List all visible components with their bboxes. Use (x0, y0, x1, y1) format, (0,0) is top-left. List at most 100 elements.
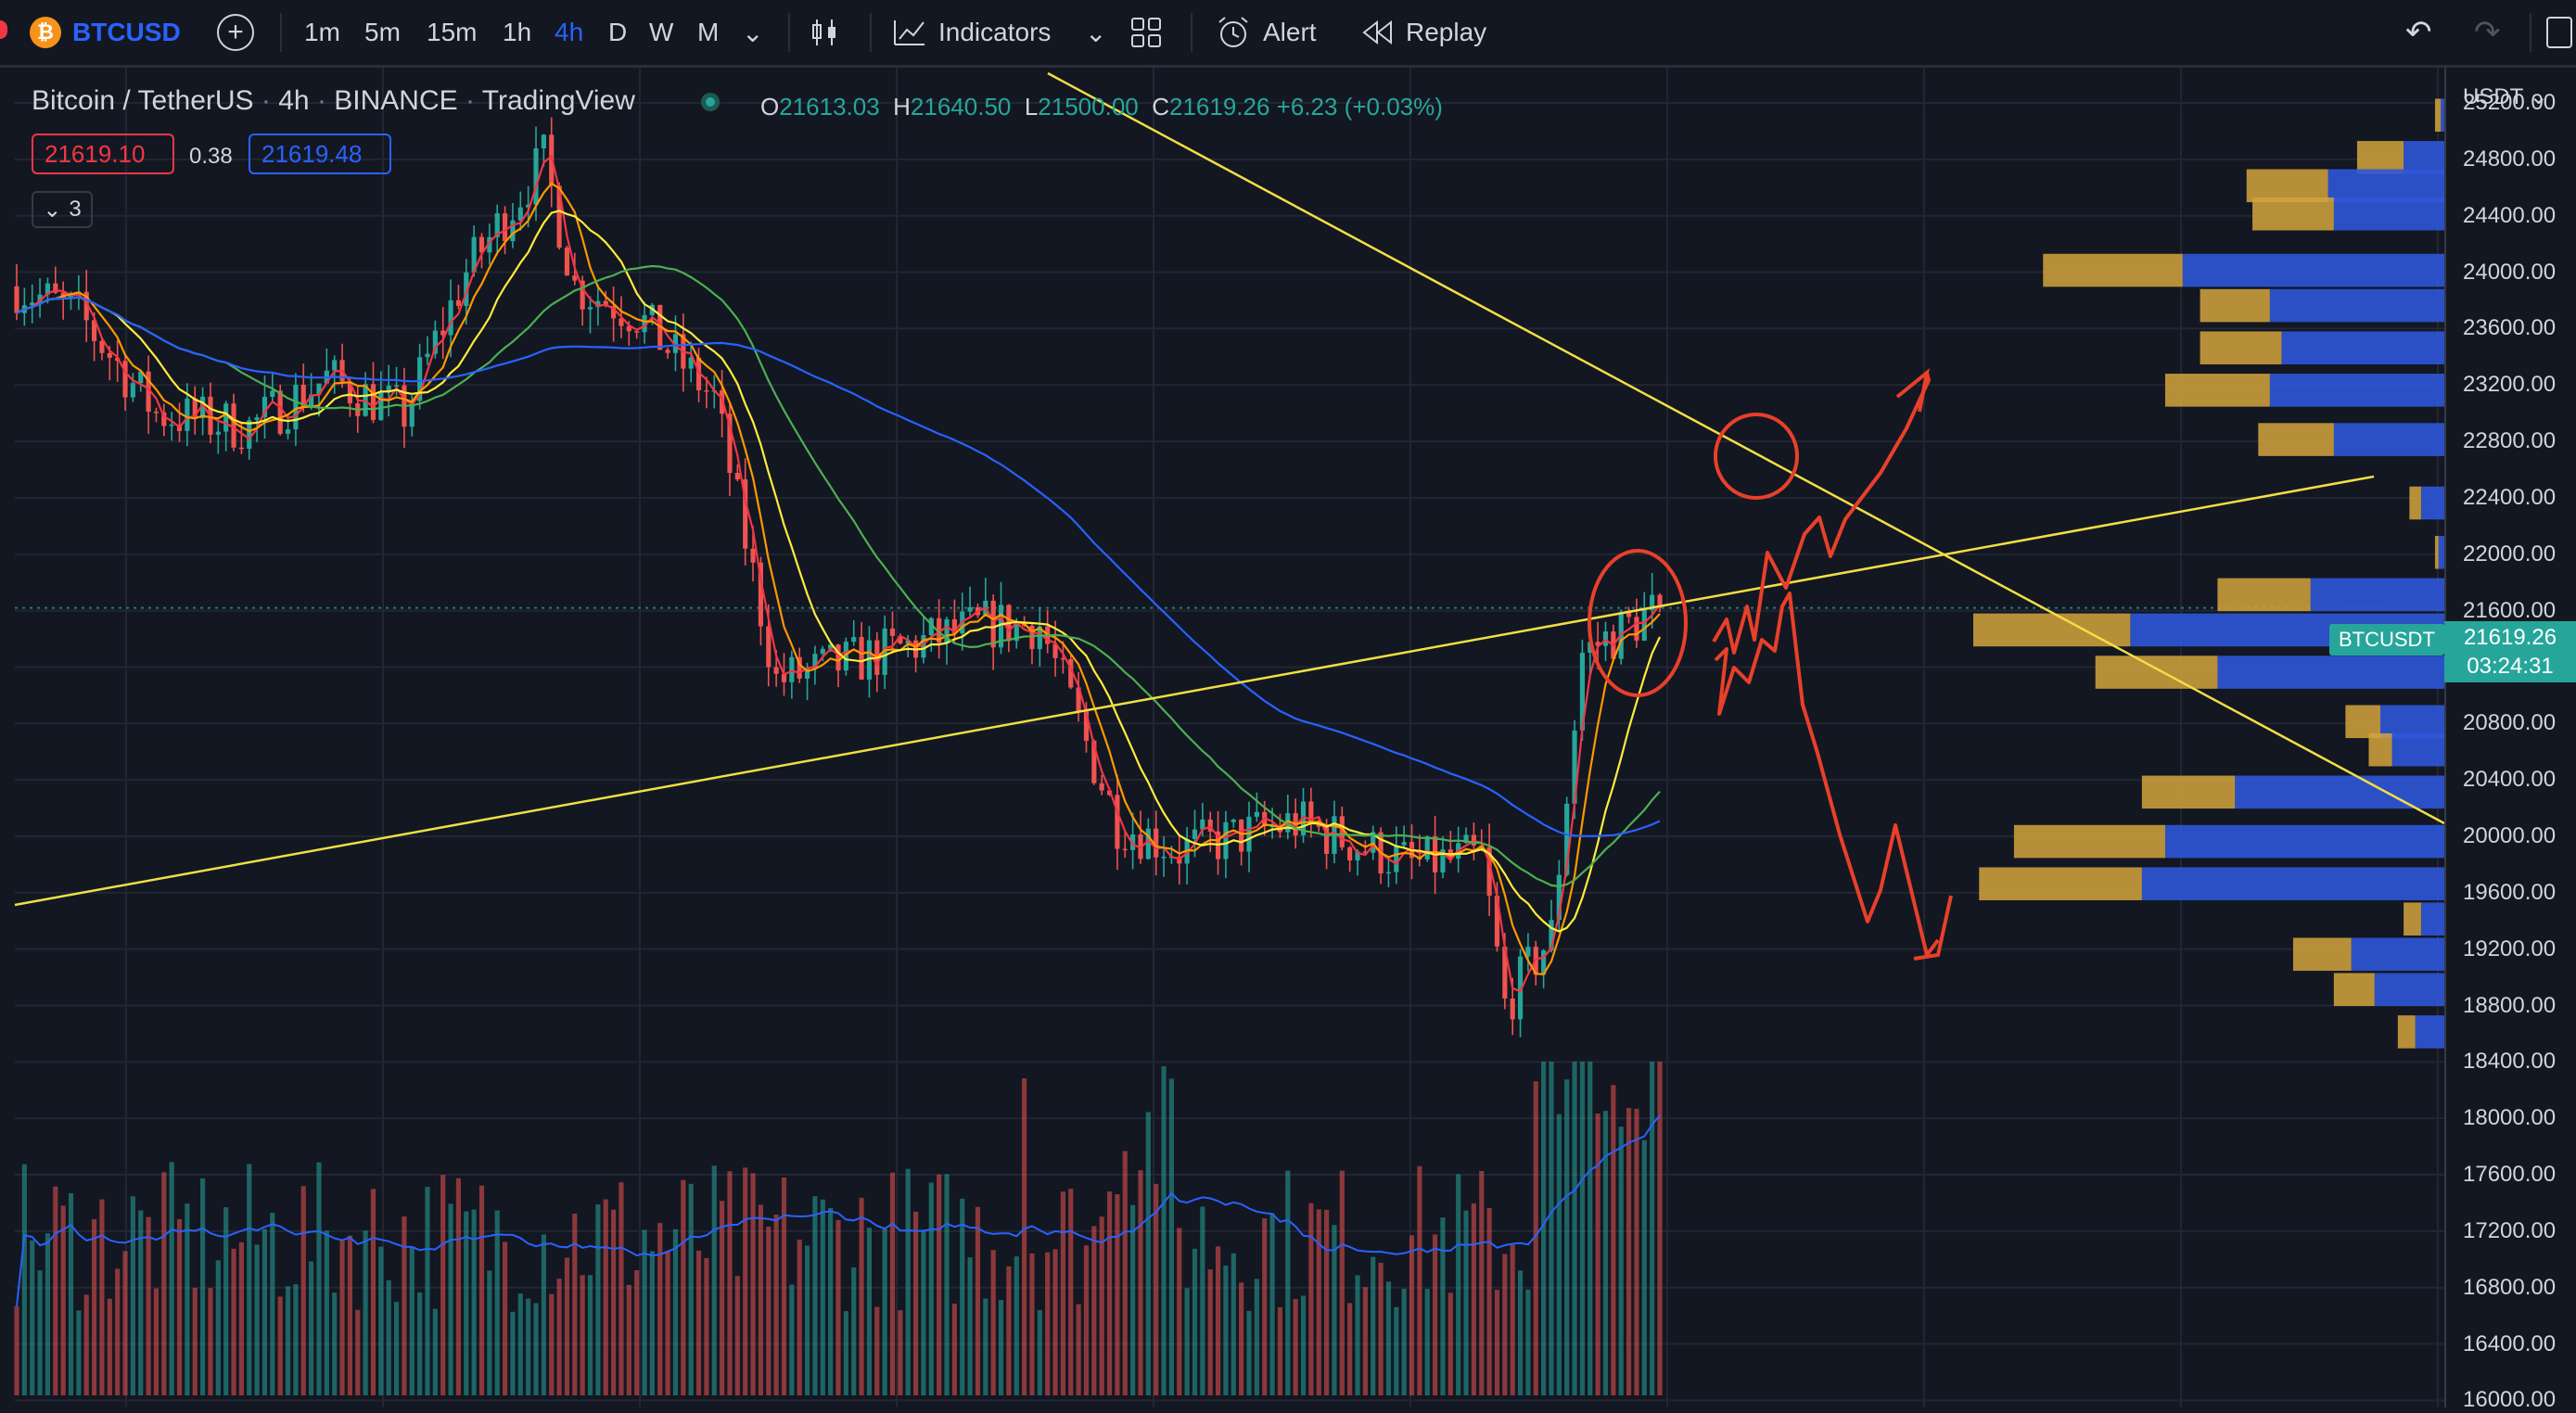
volume-bar (951, 1304, 957, 1395)
tf-15m[interactable]: 15m (427, 18, 478, 46)
volume-profile-buy (2164, 824, 2444, 859)
tf-1m[interactable]: 1m (304, 18, 340, 46)
volume-profile-buy (2141, 867, 2444, 900)
undo-button[interactable]: ↶ (2405, 0, 2432, 65)
price-axis-label: 24000.00 (2463, 259, 2557, 285)
symbol-search[interactable]: ₿ BTCUSD (30, 0, 181, 65)
candle-body (1355, 851, 1360, 861)
candle-body (727, 414, 733, 474)
low-value: 21500.00 (1038, 93, 1139, 121)
candle-body (1572, 730, 1577, 804)
volume-bar (1177, 1228, 1182, 1395)
volume-bar (1486, 1208, 1492, 1395)
candle-body (1029, 625, 1035, 650)
moving-average-line (16, 154, 1661, 993)
price-axis-label: 20000.00 (2463, 822, 2557, 848)
volume-profile-sell (2200, 288, 2270, 323)
volume-bar (1239, 1282, 1244, 1395)
alert-button[interactable]: Alert (1215, 0, 1317, 65)
volume-profile-sell (2200, 331, 2282, 364)
volume-bar (960, 1198, 965, 1395)
arrowhead (1913, 895, 1953, 961)
panel-toggle[interactable] (2546, 0, 2572, 65)
sell-price-button[interactable]: 21619.10 (32, 134, 174, 174)
replay-button[interactable]: Replay (1361, 0, 1486, 65)
indicators-collapse-button[interactable]: ⌄ 3 (32, 191, 93, 228)
volume-bar (789, 1284, 795, 1395)
tf-1h[interactable]: 1h (503, 18, 532, 46)
candle-body (1145, 828, 1151, 859)
chart-type-button[interactable] (809, 0, 840, 65)
legend-sep: · (316, 85, 335, 116)
symbol-price-tag: BTCUSDT (2329, 624, 2444, 656)
candle-body (580, 280, 585, 310)
candle-body (572, 275, 578, 281)
volume-profile-buy (2420, 902, 2444, 936)
volume-bar (1371, 1256, 1376, 1395)
indicators-dropdown[interactable]: ⌄ (1085, 0, 1106, 65)
candle-body (1634, 617, 1639, 641)
candle-body (1339, 816, 1345, 847)
volume-profile-sell (2345, 705, 2381, 739)
layout-button[interactable] (1129, 0, 1163, 65)
moving-average-line (16, 210, 1661, 933)
volume-bar (595, 1204, 601, 1395)
volume-bar (766, 1227, 772, 1395)
candle-body (363, 384, 368, 416)
indicators-button[interactable]: Indicators (892, 0, 1051, 65)
candle-body (285, 429, 291, 434)
volume-bar (1184, 1288, 1190, 1395)
price-scale[interactable] (2444, 68, 2576, 1407)
candle-body (1014, 621, 1019, 642)
volume-bar (1006, 1266, 1012, 1395)
volume-bar (695, 1250, 702, 1395)
volume-profile-sell (2292, 937, 2352, 972)
low-key: L (1024, 93, 1039, 121)
volume-bar (238, 1241, 244, 1395)
tf-4h[interactable]: 4h (555, 18, 584, 46)
tf-w[interactable]: W (649, 18, 674, 46)
tf-d[interactable]: D (608, 18, 628, 46)
candle-body (820, 648, 825, 655)
chart-legend[interactable]: Bitcoin / TetherUS · 4h · BINANCE · Trad… (32, 85, 635, 117)
volume-bar (580, 1275, 585, 1395)
redo-icon: ↷ (2474, 15, 2501, 50)
volume-bar (1494, 1290, 1500, 1395)
buy-price-button[interactable]: 21619.48 (249, 134, 391, 174)
close-value: 21619.26 (1168, 93, 1270, 121)
candle-body (510, 220, 516, 242)
redo-button[interactable]: ↷ (2474, 0, 2501, 65)
timeframe-dropdown[interactable]: ⌄ (742, 0, 763, 65)
volume-bar (587, 1275, 593, 1395)
candle-body (758, 562, 763, 627)
candle-body (1099, 783, 1104, 791)
volume-bar (541, 1234, 546, 1395)
tf-5m[interactable]: 5m (364, 18, 401, 46)
market-status-dot[interactable] (701, 93, 720, 111)
candle-body (1463, 834, 1469, 844)
candle-body (169, 424, 174, 426)
volume-bar (711, 1165, 717, 1395)
price-axis-label: 16800.00 (2463, 1274, 2557, 1300)
volume-bar (1447, 1292, 1453, 1395)
volume-profile-sell (2356, 141, 2404, 174)
candle-body (1161, 857, 1167, 859)
volume-bar (1355, 1275, 1360, 1395)
volume-bar (1106, 1191, 1113, 1395)
volume-bar (1401, 1289, 1407, 1395)
tf-m[interactable]: M (697, 18, 720, 46)
volume-profile-sell (2164, 374, 2270, 407)
currency-selector[interactable]: USDT ⌄ (2463, 84, 2548, 109)
candle-body (1650, 594, 1655, 611)
volume-bar (1138, 1170, 1143, 1395)
volume-bar (30, 1240, 35, 1395)
volume-bar (1045, 1252, 1051, 1395)
volume-bar (1145, 1112, 1151, 1395)
candle-body (1541, 950, 1547, 975)
candle-body (1231, 819, 1236, 822)
volume-bar (1456, 1174, 1461, 1395)
candle-body (1556, 874, 1562, 921)
compare-button[interactable]: + (217, 0, 254, 65)
volume-bar (1246, 1310, 1252, 1395)
